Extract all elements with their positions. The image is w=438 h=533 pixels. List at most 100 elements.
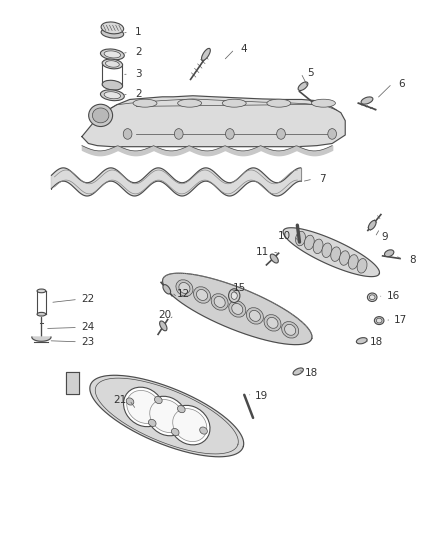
Ellipse shape bbox=[200, 427, 207, 434]
Text: 11: 11 bbox=[256, 247, 269, 257]
Ellipse shape bbox=[211, 294, 228, 310]
Text: 9: 9 bbox=[381, 232, 388, 243]
Ellipse shape bbox=[367, 293, 377, 302]
Ellipse shape bbox=[37, 289, 46, 293]
Ellipse shape bbox=[127, 391, 161, 423]
Ellipse shape bbox=[102, 80, 123, 90]
Ellipse shape bbox=[361, 97, 373, 104]
Text: 4: 4 bbox=[241, 44, 247, 54]
Polygon shape bbox=[51, 168, 301, 196]
Text: 10: 10 bbox=[278, 231, 291, 241]
Ellipse shape bbox=[368, 221, 376, 230]
Ellipse shape bbox=[313, 239, 323, 254]
Ellipse shape bbox=[92, 108, 109, 123]
Polygon shape bbox=[283, 228, 379, 277]
Ellipse shape bbox=[194, 287, 211, 303]
Ellipse shape bbox=[293, 368, 304, 375]
Text: 7: 7 bbox=[319, 174, 326, 184]
Ellipse shape bbox=[106, 61, 119, 67]
Polygon shape bbox=[90, 375, 244, 457]
Text: 5: 5 bbox=[307, 68, 314, 78]
Text: 3: 3 bbox=[135, 69, 142, 79]
Polygon shape bbox=[66, 373, 79, 394]
Ellipse shape bbox=[102, 59, 123, 69]
Ellipse shape bbox=[179, 282, 190, 294]
Text: 24: 24 bbox=[81, 322, 94, 333]
Ellipse shape bbox=[285, 325, 296, 335]
Ellipse shape bbox=[126, 398, 134, 405]
Ellipse shape bbox=[249, 310, 261, 321]
Ellipse shape bbox=[100, 49, 124, 60]
Ellipse shape bbox=[100, 90, 124, 101]
Circle shape bbox=[123, 128, 132, 139]
Ellipse shape bbox=[229, 301, 246, 317]
Ellipse shape bbox=[369, 295, 375, 300]
Text: 2: 2 bbox=[135, 89, 142, 99]
Ellipse shape bbox=[374, 317, 384, 325]
Ellipse shape bbox=[133, 99, 157, 107]
Ellipse shape bbox=[282, 321, 299, 338]
Text: 6: 6 bbox=[399, 78, 405, 88]
Ellipse shape bbox=[296, 231, 305, 246]
Ellipse shape bbox=[178, 99, 201, 107]
Ellipse shape bbox=[177, 406, 185, 413]
Text: 18: 18 bbox=[305, 368, 318, 377]
Ellipse shape bbox=[163, 285, 171, 294]
Ellipse shape bbox=[104, 92, 120, 99]
Text: 22: 22 bbox=[81, 294, 94, 304]
Ellipse shape bbox=[357, 259, 367, 273]
Text: 2: 2 bbox=[135, 47, 142, 57]
Ellipse shape bbox=[147, 396, 187, 436]
Text: 19: 19 bbox=[255, 391, 268, 401]
Circle shape bbox=[277, 128, 286, 139]
Polygon shape bbox=[162, 273, 312, 345]
Ellipse shape bbox=[37, 312, 46, 316]
Ellipse shape bbox=[88, 104, 113, 126]
Text: 21: 21 bbox=[113, 395, 127, 405]
Polygon shape bbox=[32, 337, 51, 341]
Ellipse shape bbox=[171, 429, 179, 435]
Text: 16: 16 bbox=[386, 290, 400, 301]
Ellipse shape bbox=[247, 308, 263, 324]
Text: 12: 12 bbox=[177, 289, 190, 299]
Ellipse shape bbox=[124, 387, 164, 427]
Circle shape bbox=[226, 128, 234, 139]
Text: 18: 18 bbox=[370, 337, 383, 347]
Ellipse shape bbox=[170, 406, 210, 445]
Ellipse shape bbox=[104, 51, 120, 58]
Ellipse shape bbox=[304, 235, 314, 249]
Text: 1: 1 bbox=[135, 27, 142, 37]
Ellipse shape bbox=[270, 254, 278, 263]
Polygon shape bbox=[82, 96, 345, 147]
Ellipse shape bbox=[264, 314, 281, 331]
Ellipse shape bbox=[159, 321, 167, 331]
Ellipse shape bbox=[214, 296, 225, 308]
Ellipse shape bbox=[311, 99, 336, 107]
Ellipse shape bbox=[267, 317, 278, 328]
Text: 8: 8 bbox=[410, 255, 416, 265]
Ellipse shape bbox=[148, 419, 156, 426]
Ellipse shape bbox=[201, 49, 210, 60]
Ellipse shape bbox=[101, 28, 124, 38]
Text: 15: 15 bbox=[233, 282, 247, 293]
Ellipse shape bbox=[339, 251, 350, 265]
Ellipse shape bbox=[385, 250, 394, 257]
Ellipse shape bbox=[150, 400, 184, 432]
Ellipse shape bbox=[348, 255, 358, 269]
Text: 20: 20 bbox=[158, 310, 171, 320]
Ellipse shape bbox=[298, 82, 308, 91]
Ellipse shape bbox=[357, 337, 367, 344]
Text: 17: 17 bbox=[394, 314, 407, 325]
Text: 23: 23 bbox=[81, 337, 94, 347]
Ellipse shape bbox=[173, 409, 207, 442]
Circle shape bbox=[328, 128, 336, 139]
Ellipse shape bbox=[222, 99, 246, 107]
Ellipse shape bbox=[376, 318, 382, 323]
Circle shape bbox=[229, 289, 240, 303]
Ellipse shape bbox=[331, 247, 341, 261]
Circle shape bbox=[231, 292, 237, 300]
Circle shape bbox=[174, 128, 183, 139]
Ellipse shape bbox=[197, 289, 208, 301]
Ellipse shape bbox=[322, 243, 332, 257]
Ellipse shape bbox=[176, 280, 193, 296]
